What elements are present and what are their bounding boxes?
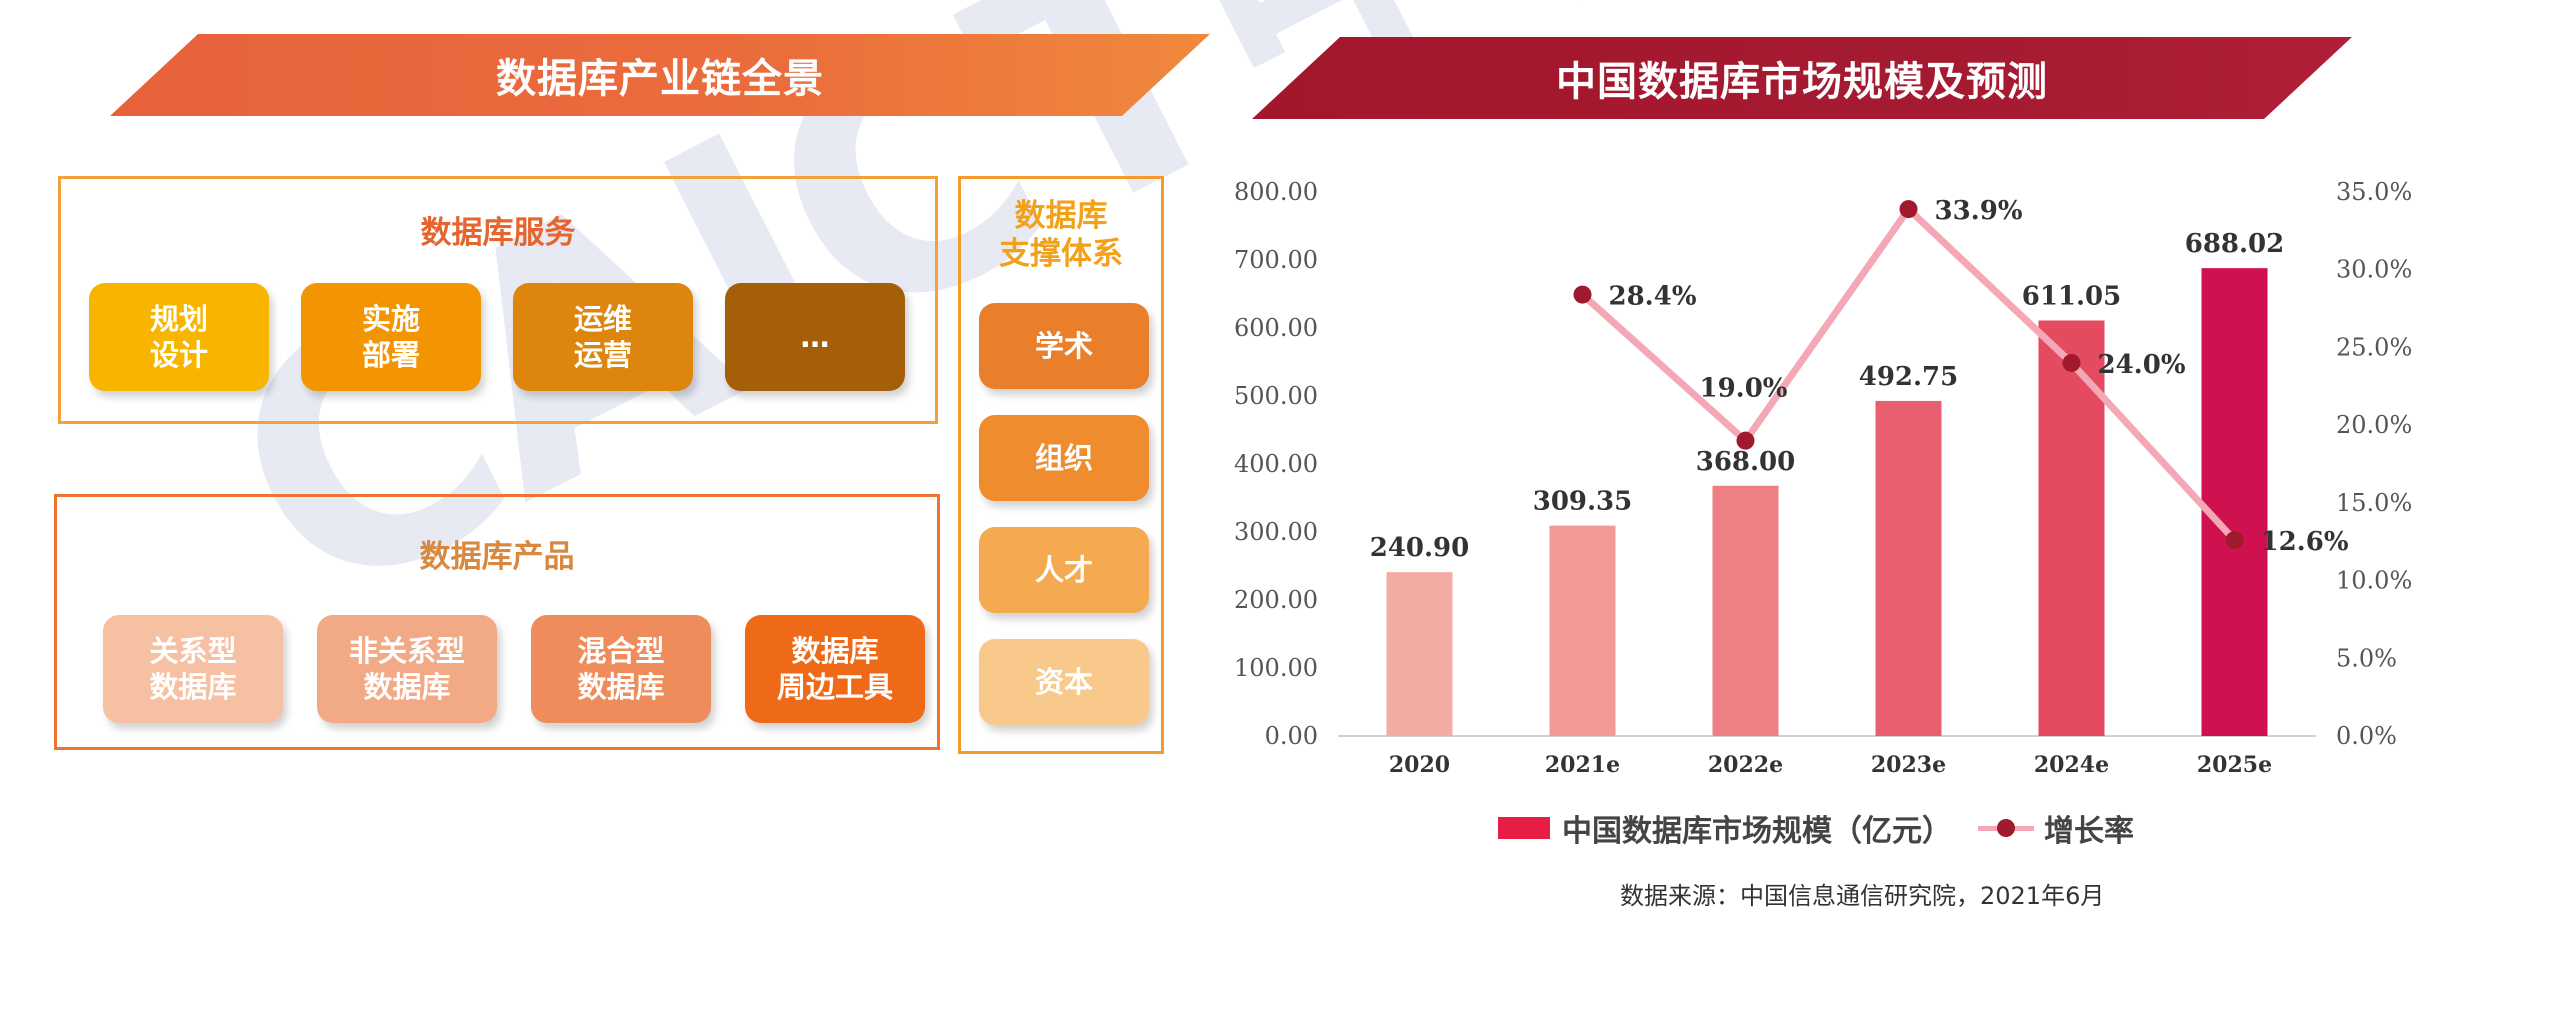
chart-banner: 中国数据库市场规模及预测 bbox=[1252, 37, 2352, 119]
product-tile-nonrelational: 非关系型 数据库 bbox=[317, 615, 497, 723]
bar bbox=[1386, 572, 1453, 736]
growth-rate-label: 19.0% bbox=[1699, 374, 1787, 404]
growth-rate-label: 12.6% bbox=[2261, 527, 2349, 557]
bar-value-label: 240.90 bbox=[1370, 533, 1470, 563]
growth-rate-point bbox=[1573, 285, 1592, 304]
y-right-tick-label: 10.0% bbox=[2336, 567, 2412, 595]
bar bbox=[1875, 400, 1942, 736]
x-tick-label: 2021e bbox=[1545, 752, 1620, 778]
growth-rate-label: 24.0% bbox=[2098, 350, 2186, 380]
growth-rate-label: 33.9% bbox=[1935, 196, 2023, 226]
y-left-tick-label: 700.00 bbox=[1234, 246, 1318, 274]
services-title: 数据库服务 bbox=[420, 215, 576, 251]
y-left-tick-label: 100.00 bbox=[1234, 654, 1318, 682]
x-tick-label: 2023e bbox=[1871, 752, 1946, 778]
y-left-tick-label: 300.00 bbox=[1234, 518, 1318, 546]
y-left-tick-label: 800.00 bbox=[1234, 178, 1318, 206]
y-right-tick-label: 20.0% bbox=[2336, 411, 2412, 439]
bar bbox=[2038, 320, 2105, 736]
chart-title: 中国数据库市场规模及预测 bbox=[1556, 59, 2048, 105]
product-tile-hybrid: 混合型 数据库 bbox=[531, 615, 711, 723]
y-right-tick-label: 35.0% bbox=[2336, 178, 2412, 206]
support-tile-talent: 人才 bbox=[979, 527, 1149, 613]
x-tick-label: 2025e bbox=[2197, 752, 2272, 778]
chart-legend: 中国数据库市场规模（亿元） 增长率 bbox=[1498, 806, 2134, 850]
y-right-tick-label: 0.0% bbox=[2336, 722, 2397, 750]
product-tile-relational: 关系型 数据库 bbox=[103, 615, 283, 723]
y-left-tick-label: 600.00 bbox=[1234, 314, 1318, 342]
bar-value-label: 309.35 bbox=[1533, 487, 1633, 517]
service-tile-more: … bbox=[725, 283, 905, 391]
growth-rate-point bbox=[1899, 200, 1918, 219]
service-tile-plan: 规划 设计 bbox=[89, 283, 269, 391]
support-tile-academic: 学术 bbox=[979, 303, 1149, 389]
legend-line-swatch bbox=[1978, 813, 2034, 843]
data-source-note: 数据来源：中国信息通信研究院，2021年6月 bbox=[1620, 882, 2105, 910]
bar bbox=[1549, 525, 1616, 736]
support-frame: 数据库 支撑体系 学术 组织 人才 资本 bbox=[958, 176, 1164, 754]
support-tile-organization: 组织 bbox=[979, 415, 1149, 501]
y-right-tick-label: 5.0% bbox=[2336, 644, 2397, 672]
bar-value-label: 688.02 bbox=[2185, 229, 2285, 259]
legend-bar-label: 中国数据库市场规模（亿元） bbox=[1562, 814, 1952, 849]
y-left-tick-label: 500.00 bbox=[1234, 382, 1318, 410]
y-left-tick-label: 400.00 bbox=[1234, 450, 1318, 478]
y-left-tick-label: 0.00 bbox=[1265, 722, 1318, 750]
support-title: 数据库 支撑体系 bbox=[999, 198, 1123, 272]
growth-rate-point bbox=[2225, 531, 2244, 550]
bar-value-label: 492.75 bbox=[1859, 362, 1959, 392]
bar bbox=[2201, 268, 2268, 736]
x-tick-label: 2024e bbox=[2034, 752, 2109, 778]
service-tile-ops: 运维 运营 bbox=[513, 283, 693, 391]
market-size-chart: 0.00 100.00 200.00 300.00 400.00 500.00 600.00… bbox=[1234, 178, 2412, 778]
bar bbox=[1712, 485, 1779, 736]
legend-bar-swatch bbox=[1498, 817, 1550, 839]
industry-chain-title: 数据库产业链全景 bbox=[496, 56, 824, 102]
services-frame: 数据库服务 规划 设计 实施 部署 运维 运营 … bbox=[58, 176, 938, 424]
growth-rate-point bbox=[2062, 353, 2081, 372]
legend-line-label: 增长率 bbox=[2044, 814, 2134, 849]
y-right-tick-label: 15.0% bbox=[2336, 489, 2412, 517]
product-tile-tools: 数据库 周边工具 bbox=[745, 615, 925, 723]
y-right-tick-label: 25.0% bbox=[2336, 333, 2412, 361]
bar-value-label: 368.00 bbox=[1696, 447, 1796, 477]
y-right-tick-label: 30.0% bbox=[2336, 256, 2412, 284]
products-frame: 数据库产品 关系型 数据库 非关系型 数据库 混合型 数据库 数据库 周边工具 bbox=[54, 494, 940, 750]
x-tick-label: 2020 bbox=[1389, 752, 1450, 778]
bar-value-label: 611.05 bbox=[2022, 281, 2122, 311]
growth-rate-label: 28.4% bbox=[1609, 282, 1697, 312]
products-title: 数据库产品 bbox=[419, 539, 575, 575]
growth-rate-point bbox=[1736, 431, 1755, 450]
x-tick-label: 2022e bbox=[1708, 752, 1783, 778]
service-tile-deploy: 实施 部署 bbox=[301, 283, 481, 391]
industry-chain-banner: 数据库产业链全景 bbox=[110, 34, 1210, 116]
y-left-tick-label: 200.00 bbox=[1234, 586, 1318, 614]
support-tile-capital: 资本 bbox=[979, 639, 1149, 725]
